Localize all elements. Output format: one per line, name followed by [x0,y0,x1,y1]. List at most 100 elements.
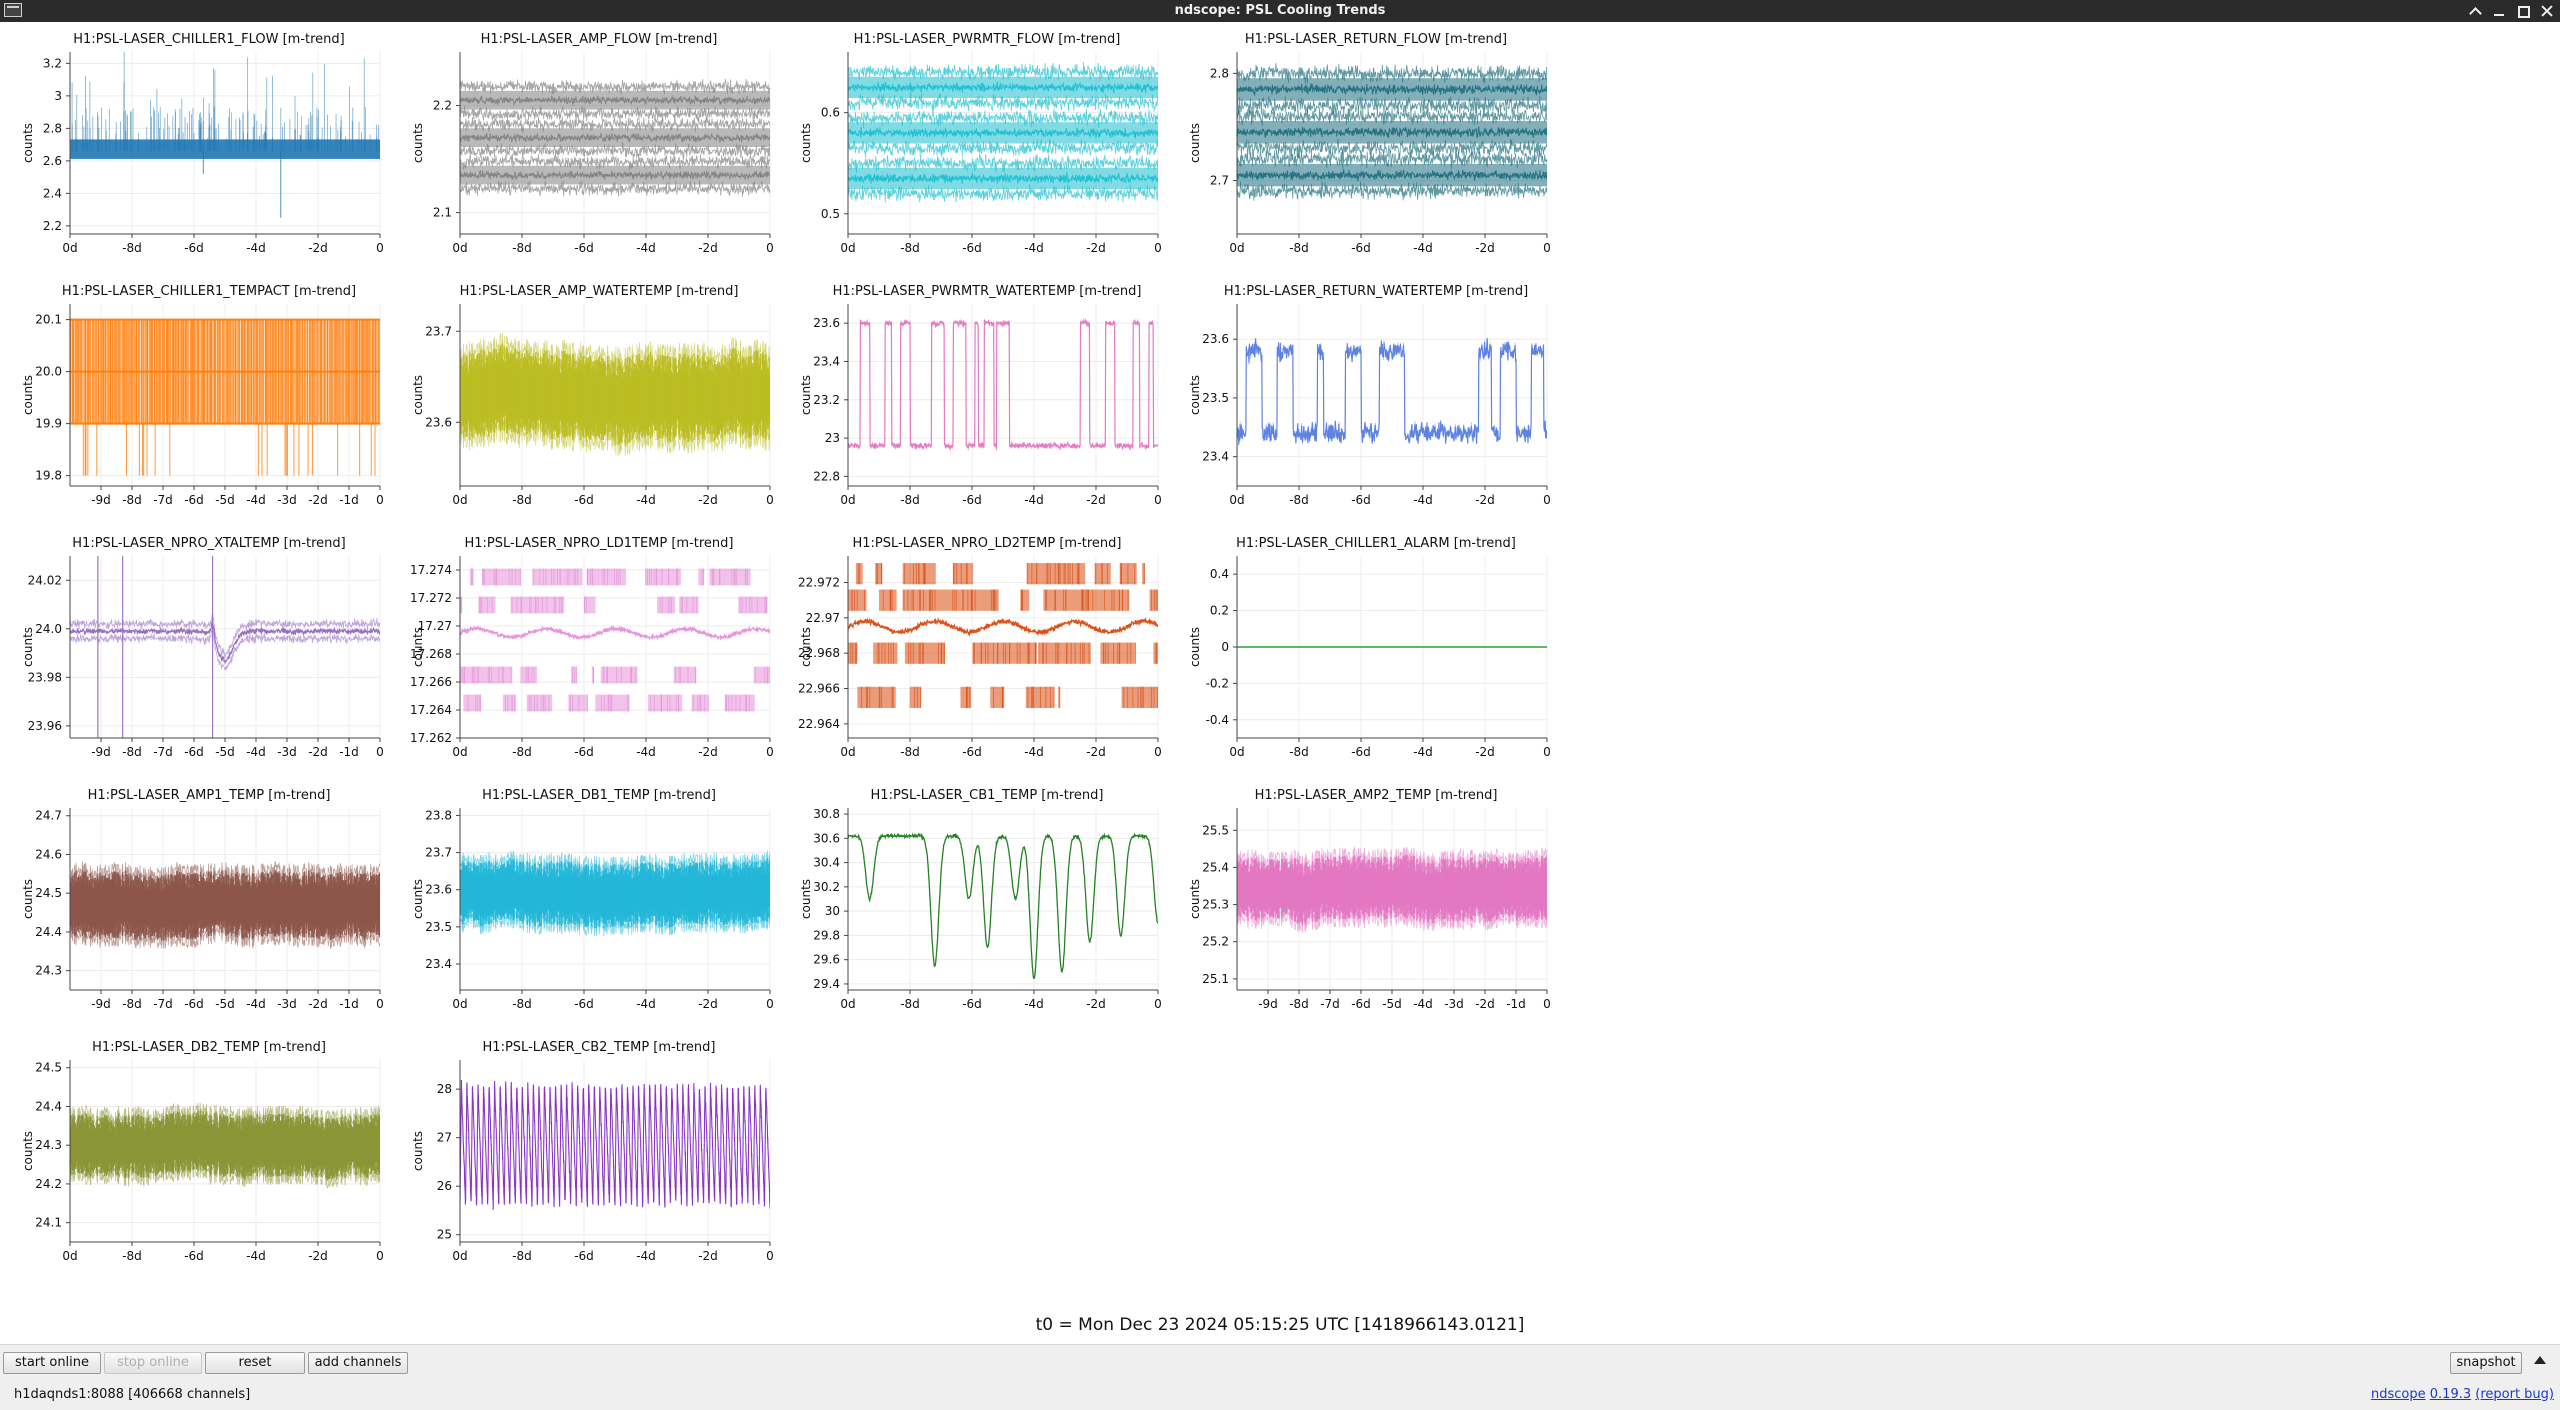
y-tick-label: 2.6 [43,154,62,168]
plot-title: H1:PSL-LASER_CHILLER1_TEMPACT [m-trend] [62,284,356,299]
plot-panel[interactable]: H1:PSL-LASER_NPRO_LD1TEMP [m-trend]17.27… [410,536,774,759]
y-tick-label: 22.8 [813,469,840,483]
x-tick-label: -2d [308,241,328,255]
y-axis-label: counts [411,879,425,919]
plot-panel[interactable]: H1:PSL-LASER_CB1_TEMP [m-trend]30.830.63… [799,788,1162,1011]
plot-panel[interactable]: H1:PSL-LASER_RETURN_FLOW [m-trend]2.82.7… [1188,32,1551,255]
trace-band [1095,563,1111,584]
x-tick-label: -4d [636,997,656,1011]
trace-band [524,597,542,614]
trace-band [1133,687,1146,708]
plot-panel[interactable]: H1:PSL-LASER_PWRMTR_WATERTEMP [m-trend]2… [799,284,1162,507]
x-tick-label: -6d [574,997,594,1011]
plot-panel[interactable]: H1:PSL-LASER_AMP_WATERTEMP [m-trend]23.7… [411,284,774,507]
x-tick-label: 0 [376,241,384,255]
plot-panel[interactable]: H1:PSL-LASER_CHILLER1_ALARM [m-trend]0.4… [1188,536,1551,759]
plot-title: H1:PSL-LASER_RETURN_WATERTEMP [m-trend] [1224,284,1528,299]
x-tick-label: -6d [962,745,982,759]
trace-band [910,687,921,708]
y-tick-label: 19.9 [35,417,62,431]
y-axis-label: counts [411,123,425,163]
x-tick-label: -8d [512,241,532,255]
x-tick-label: -8d [900,493,920,507]
x-tick-label: 0 [376,745,384,759]
y-tick-label: 23.96 [28,719,62,733]
x-tick-label: 0 [1543,241,1551,255]
x-tick-label: -4d [246,745,266,759]
x-tick-label: 0 [1543,745,1551,759]
x-tick-label: -5d [215,493,235,507]
x-tick-label: 0 [1154,493,1162,507]
x-tick-label: -2d [1086,493,1106,507]
x-tick-label: -6d [1351,997,1371,1011]
y-axis-label: counts [1188,627,1202,667]
close-icon[interactable] [2540,4,2554,18]
y-tick-label: 23.6 [813,316,840,330]
y-tick-label: 24.6 [35,847,62,861]
trace-band [548,569,567,586]
plot-title: H1:PSL-LASER_DB2_TEMP [m-trend] [92,1040,326,1055]
trace-band [463,695,481,712]
y-tick-label: 22.964 [798,717,840,731]
y-tick-label: 23 [825,431,840,445]
y-tick-label: 0.2 [1210,604,1229,618]
x-tick-label: -8d [1289,493,1309,507]
x-tick-label: -8d [122,745,142,759]
plot-panel[interactable]: H1:PSL-LASER_NPRO_XTALTEMP [m-trend]24.0… [21,536,384,759]
x-tick-label: -8d [1289,997,1309,1011]
trace-band [1027,563,1042,584]
trace-band [657,597,675,614]
y-tick-label: 24.4 [35,925,62,939]
y-tick-label: 23.4 [425,957,452,971]
x-tick-label: -8d [122,997,142,1011]
x-tick-label: -8d [900,241,920,255]
y-tick-label: 30.2 [813,880,840,894]
plot-panel[interactable]: H1:PSL-LASER_NPRO_LD2TEMP [m-trend]22.97… [798,536,1162,759]
x-tick-label: -6d [962,493,982,507]
plot-canvas: H1:PSL-LASER_CHILLER1_FLOW [m-trend]3.23… [0,22,2560,1312]
trace-band [905,643,914,664]
y-tick-label: 23.5 [425,920,452,934]
plot-title: H1:PSL-LASER_CHILLER1_FLOW [m-trend] [73,32,344,47]
keep-above-icon[interactable] [2468,4,2482,18]
plot-panel[interactable]: H1:PSL-LASER_PWRMTR_FLOW [m-trend] 0.6 0.5… [799,32,1162,255]
x-tick-label: -5d [1382,997,1402,1011]
x-tick-label: -2d [308,745,328,759]
data-trace [70,51,380,218]
x-tick-label: -4d [1413,745,1433,759]
plot-panel[interactable]: H1:PSL-LASER_AMP1_TEMP [m-trend]24.724.6… [21,788,384,1011]
plot-panel[interactable]: H1:PSL-LASER_RETURN_WATERTEMP [m-trend]2… [1188,284,1551,507]
plot-panel[interactable]: H1:PSL-LASER_DB2_TEMP [m-trend]24.524.42… [21,1040,384,1263]
y-tick-label: 0.5 [821,207,840,221]
plot-panel[interactable]: H1:PSL-LASER_DB1_TEMP [m-trend]23.823.72… [411,788,774,1011]
plot-panel[interactable]: H1:PSL-LASER_AMP_FLOW [m-trend]2.22.10d-… [411,32,774,255]
minimize-icon[interactable] [2492,4,2506,18]
y-tick-label: 19.8 [35,469,62,483]
trace-band [569,695,588,712]
x-tick-label: -6d [574,493,594,507]
plot-title: H1:PSL-LASER_PWRMTR_FLOW [m-trend] [854,32,1121,47]
x-tick-label: -6d [1351,493,1371,507]
x-tick-label: -5d [215,745,235,759]
y-tick-label: 17.264 [410,703,452,717]
y-tick-label: 25.3 [1202,898,1229,912]
x-tick-label: -7d [1320,997,1340,1011]
plot-panel[interactable]: H1:PSL-LASER_CHILLER1_TEMPACT [m-trend]2… [21,284,384,507]
plot-title: H1:PSL-LASER_DB1_TEMP [m-trend] [482,788,716,803]
trace-band [960,687,966,708]
trace-band [1067,590,1086,611]
plot-panel[interactable]: H1:PSL-LASER_AMP2_TEMP [m-trend]25.525.4… [1188,788,1551,1011]
x-tick-label: -4d [246,997,266,1011]
y-tick-label: 0.6 [821,106,840,120]
maximize-icon[interactable] [2516,4,2530,18]
trace-band [692,695,709,712]
x-tick-label: 0d [452,745,467,759]
x-tick-label: 0 [376,997,384,1011]
trace-band [848,643,856,664]
window-controls [2468,0,2554,22]
plot-panel[interactable]: H1:PSL-LASER_CHILLER1_FLOW [m-trend]3.23… [21,32,384,255]
x-tick-label: -4d [1413,997,1433,1011]
x-tick-label: -6d [574,745,594,759]
y-tick-label: 30 [825,904,840,918]
